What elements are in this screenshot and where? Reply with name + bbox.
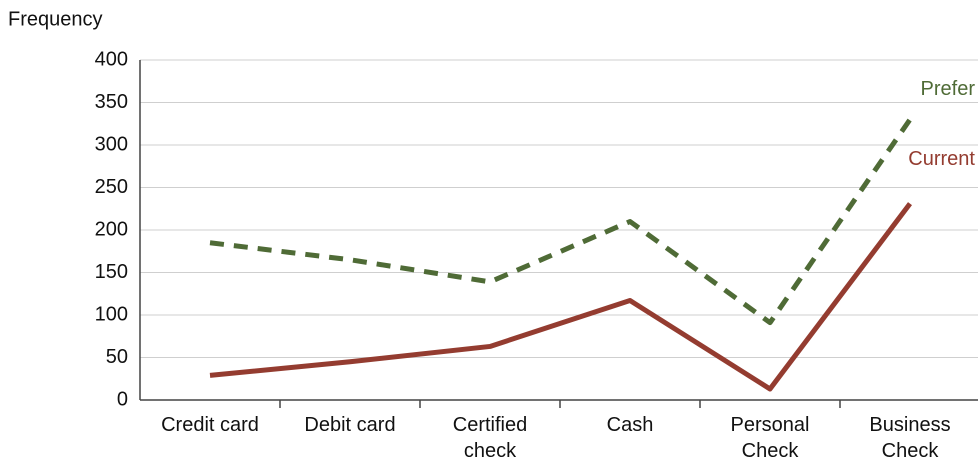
y-tick-label: 200 [95,218,128,240]
y-axis-label: Frequency [8,8,103,30]
y-tick-label: 300 [95,133,128,155]
x-tick-label: Credit card [161,414,259,436]
y-tick-label: 350 [95,91,128,113]
series-line [209,118,913,326]
series-label: Current [908,148,975,170]
y-tick-label: 150 [95,261,128,283]
x-tick-label: Business Check [869,414,951,462]
x-tick-label: Certified check [452,414,528,462]
x-tick-label: Personal Check [730,414,810,462]
y-tick-label: 50 [106,346,128,368]
series-label: Prefer [921,78,976,100]
y-tick-label: 400 [95,48,128,70]
x-tick-label: Cash [606,414,654,436]
series-line [209,202,912,392]
x-tick-label: Debit card [304,414,396,436]
y-tick-label: 250 [95,176,128,198]
y-tick-label: 0 [117,388,128,410]
y-tick-label: 100 [95,303,128,325]
